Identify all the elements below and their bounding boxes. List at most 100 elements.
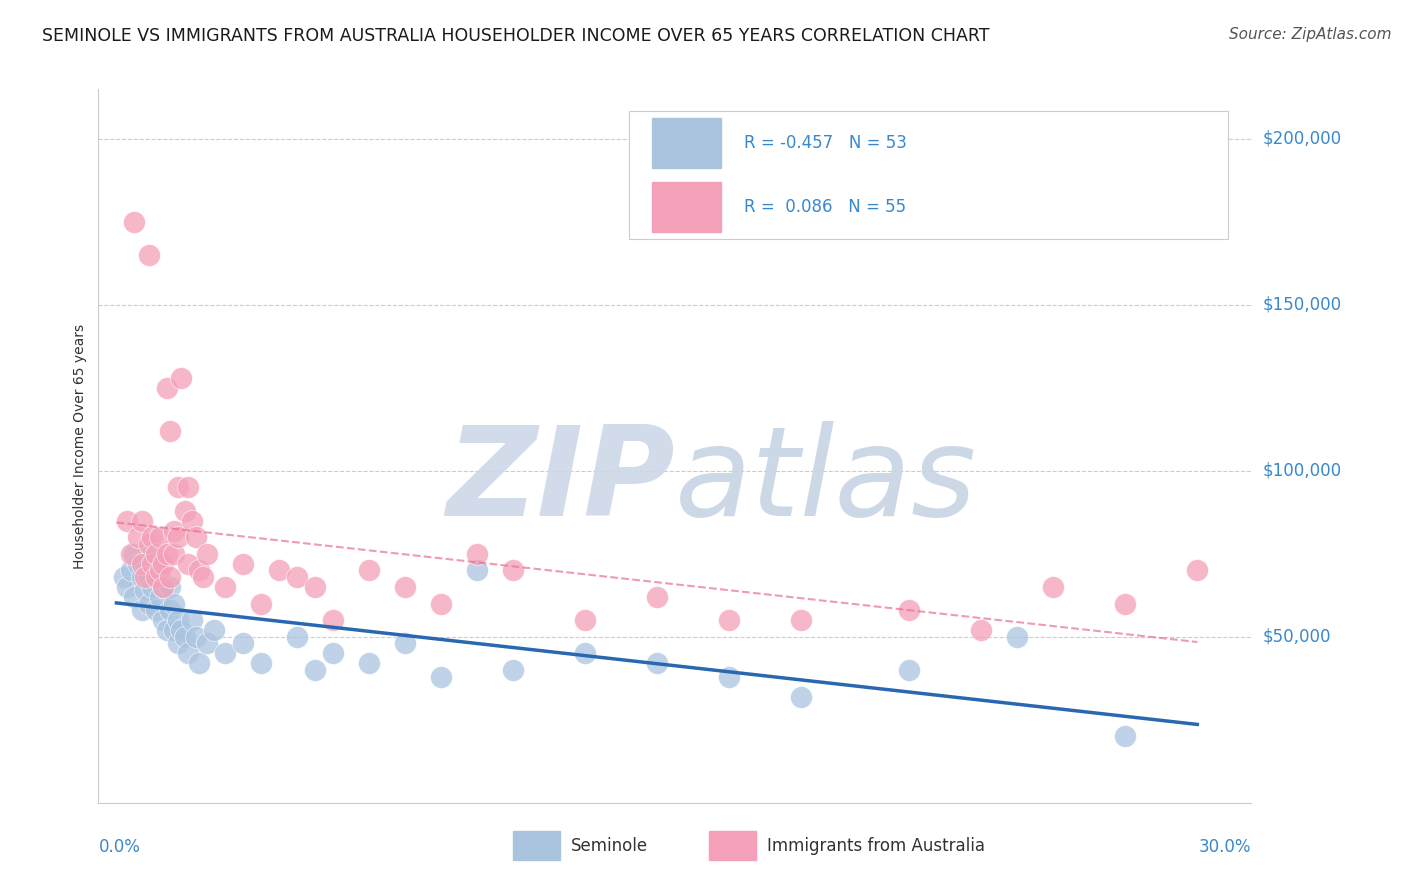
Point xyxy=(149,590,172,604)
Point xyxy=(285,630,308,644)
Point xyxy=(163,597,186,611)
Text: $200,000: $200,000 xyxy=(1263,130,1341,148)
Point xyxy=(322,647,344,661)
Point xyxy=(304,580,326,594)
Point xyxy=(131,514,153,528)
Point xyxy=(156,547,179,561)
Point xyxy=(790,613,813,627)
Point xyxy=(127,530,149,544)
Point xyxy=(138,597,160,611)
Point xyxy=(166,530,188,544)
Point xyxy=(138,248,160,262)
Point xyxy=(141,580,163,594)
Point xyxy=(159,580,181,594)
Point xyxy=(166,481,188,495)
Point xyxy=(112,570,135,584)
Point xyxy=(152,580,174,594)
Point xyxy=(138,537,160,551)
Y-axis label: Householder Income Over 65 years: Householder Income Over 65 years xyxy=(73,324,87,568)
Point xyxy=(465,547,488,561)
Point xyxy=(322,613,344,627)
Point xyxy=(465,564,488,578)
Text: $100,000: $100,000 xyxy=(1263,462,1341,480)
FancyBboxPatch shape xyxy=(628,111,1229,239)
Text: $50,000: $50,000 xyxy=(1263,628,1331,646)
Text: Seminole: Seminole xyxy=(571,837,648,855)
Text: R = -0.457   N = 53: R = -0.457 N = 53 xyxy=(744,134,907,152)
Point xyxy=(149,530,172,544)
Point xyxy=(145,547,167,561)
Point xyxy=(231,636,254,650)
Point xyxy=(177,557,200,571)
Point xyxy=(134,583,156,598)
Point xyxy=(394,580,416,594)
Point xyxy=(170,371,193,385)
Point xyxy=(138,570,160,584)
Text: $150,000: $150,000 xyxy=(1263,296,1341,314)
Point xyxy=(1042,580,1064,594)
Point xyxy=(195,636,218,650)
Point xyxy=(1187,564,1209,578)
FancyBboxPatch shape xyxy=(652,118,721,168)
Point xyxy=(152,580,174,594)
Point xyxy=(124,590,146,604)
Point xyxy=(124,547,146,561)
Point xyxy=(285,570,308,584)
Point xyxy=(166,636,188,650)
Point xyxy=(131,557,153,571)
Point xyxy=(159,424,181,438)
Point xyxy=(502,663,524,677)
Point xyxy=(717,613,740,627)
Point xyxy=(898,663,921,677)
Point xyxy=(188,657,211,671)
Point xyxy=(159,603,181,617)
Point xyxy=(152,557,174,571)
FancyBboxPatch shape xyxy=(513,831,560,860)
Point xyxy=(502,564,524,578)
Point xyxy=(124,215,146,229)
Point xyxy=(163,624,186,638)
Point xyxy=(141,530,163,544)
Point xyxy=(188,564,211,578)
Point xyxy=(156,381,179,395)
Point xyxy=(1005,630,1028,644)
Point xyxy=(141,547,163,561)
Point xyxy=(574,613,596,627)
Point xyxy=(181,514,204,528)
FancyBboxPatch shape xyxy=(652,182,721,232)
Point xyxy=(645,590,668,604)
Point xyxy=(267,564,290,578)
Point xyxy=(177,647,200,661)
Point xyxy=(141,557,163,571)
Point xyxy=(131,570,153,584)
Text: ZIP: ZIP xyxy=(446,421,675,542)
Text: atlas: atlas xyxy=(675,421,977,542)
Point xyxy=(145,564,167,578)
Point xyxy=(120,547,142,561)
Point xyxy=(163,547,186,561)
Point xyxy=(163,524,186,538)
Point xyxy=(120,564,142,578)
Point xyxy=(898,603,921,617)
Point xyxy=(177,481,200,495)
Point xyxy=(574,647,596,661)
Point xyxy=(717,670,740,684)
Point xyxy=(1114,730,1136,744)
Point xyxy=(184,530,207,544)
Point xyxy=(304,663,326,677)
Point xyxy=(202,624,225,638)
Point xyxy=(249,597,271,611)
Point xyxy=(970,624,993,638)
Text: R =  0.086   N = 55: R = 0.086 N = 55 xyxy=(744,198,907,216)
Point xyxy=(249,657,271,671)
Text: 0.0%: 0.0% xyxy=(98,838,141,855)
Point xyxy=(645,657,668,671)
Point xyxy=(166,613,188,627)
Point xyxy=(131,603,153,617)
Point xyxy=(134,557,156,571)
Point xyxy=(145,603,167,617)
Point xyxy=(159,570,181,584)
Point xyxy=(357,657,380,671)
Point xyxy=(149,564,172,578)
Point xyxy=(170,624,193,638)
